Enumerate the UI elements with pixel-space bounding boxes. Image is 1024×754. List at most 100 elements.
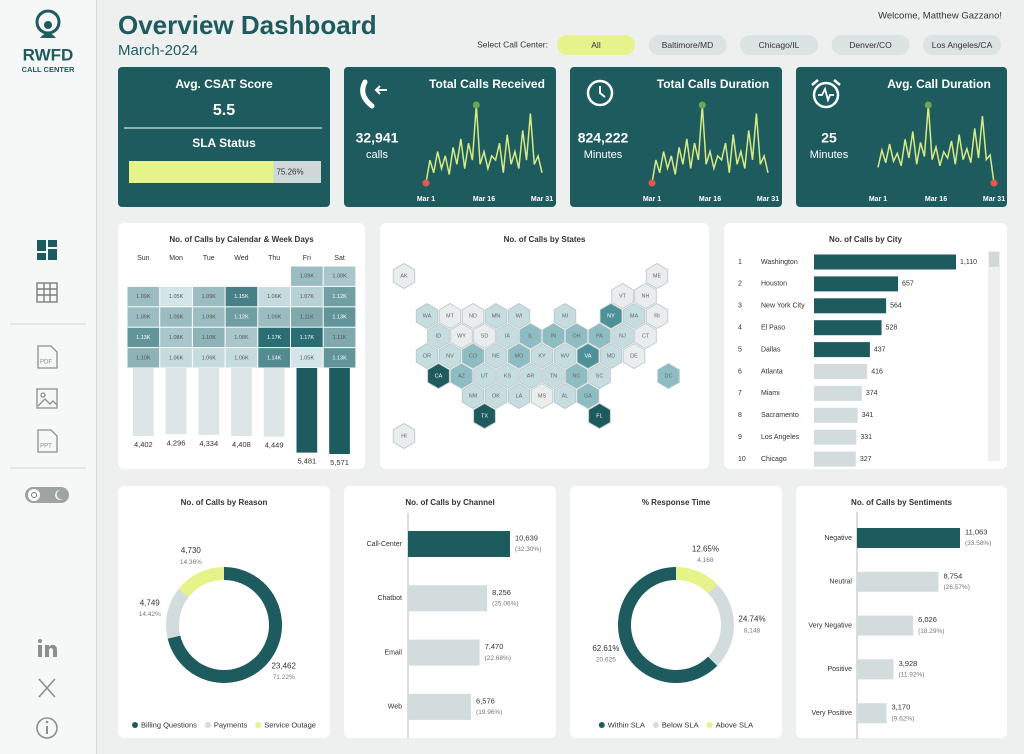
total-bar [133, 368, 154, 436]
day-label: Thu [268, 255, 280, 262]
state-hex [622, 343, 646, 369]
filter-button-label[interactable]: Los Angeles/CA [932, 40, 993, 50]
ppt-label[interactable]: PPT [40, 444, 52, 450]
page-title: Overview Dashboard [118, 10, 377, 40]
heat-cell [225, 348, 258, 368]
x-tick-label: Mar 16 [699, 196, 721, 203]
state-label: DE [630, 353, 638, 359]
state-hex [427, 323, 450, 349]
pdf-label[interactable]: PDF [40, 360, 52, 366]
theme-toggle[interactable] [25, 487, 69, 503]
total-label: 4,408 [232, 440, 251, 449]
filter-label: Select Call Center: [477, 39, 548, 49]
state-label: SC [596, 373, 604, 379]
x-tick-label: Mar 1 [643, 196, 661, 203]
category-label: Miami [761, 390, 780, 397]
state-hex [507, 303, 531, 329]
legend-swatch [132, 722, 138, 728]
state-label: HI [401, 433, 407, 439]
value-label: 416 [871, 368, 883, 375]
info-button[interactable] [36, 717, 58, 739]
filter-button-label[interactable]: All [591, 40, 601, 50]
table-nav-button[interactable] [36, 282, 58, 303]
scrollbar-thumb[interactable] [989, 252, 999, 267]
dashboard-nav-button[interactable] [37, 240, 57, 260]
rank-label: 4 [738, 325, 742, 332]
state-hex [392, 423, 416, 449]
state-hex [484, 303, 508, 329]
cell-label: 1.07K [300, 294, 315, 300]
clock-hands [599, 86, 606, 98]
filter-button[interactable] [740, 35, 818, 55]
filter-button[interactable] [831, 35, 910, 55]
ppt-export-button[interactable]: PPT [37, 429, 58, 453]
state-label: GA [584, 393, 592, 399]
bar [857, 703, 887, 724]
bar [814, 298, 887, 314]
scrollbar[interactable] [988, 251, 1000, 461]
state-hex [611, 323, 634, 349]
cell-label: 1.06K [169, 355, 184, 361]
filter-button[interactable] [557, 35, 635, 55]
filter-button-label[interactable]: Baltimore/MD [662, 40, 713, 50]
filter-button[interactable] [923, 35, 1001, 55]
x-tick-label: Mar 1 [417, 196, 435, 203]
state-label: NM [469, 393, 478, 399]
chart-panel [796, 486, 1007, 738]
heat-cell [127, 348, 160, 368]
logo-subtext: CALL CENTER [22, 65, 75, 74]
heat-cell [160, 286, 192, 307]
state-hex [484, 343, 508, 369]
chart-title: No. of Calls by Sentiments [851, 498, 952, 507]
max-point [924, 101, 932, 109]
x-link[interactable] [38, 678, 56, 698]
value-label: 327 [860, 456, 872, 463]
value-label: 11,063 [965, 527, 987, 536]
filter-button-label[interactable]: Denver/CO [849, 40, 892, 50]
rank-label: 1 [738, 259, 742, 266]
cell-label: 1.13K [136, 335, 151, 341]
min-point [648, 179, 656, 187]
percent-label: (22.68%) [485, 655, 511, 662]
state-hex [599, 343, 623, 369]
value-label: 341 [862, 412, 874, 419]
pulse-icon [818, 86, 834, 103]
linkedin-link[interactable] [38, 639, 57, 657]
rank-label: 7 [738, 390, 742, 397]
heat-cell [160, 348, 192, 368]
total-label: 4,449 [265, 441, 284, 450]
cell-label: 1.06K [234, 355, 249, 361]
state-label: MA [630, 313, 639, 319]
percent-label: 14.42% [139, 611, 161, 618]
category-label: Call-Center [367, 541, 403, 548]
state-hex [553, 383, 577, 409]
heat-cell [192, 348, 225, 368]
state-label: OR [423, 353, 431, 359]
percent-label: (33.58%) [965, 540, 991, 547]
percent-label: 62.61% [592, 644, 619, 653]
value-label: 4,730 [181, 546, 202, 555]
state-label: CO [469, 353, 478, 359]
state-label: CT [642, 333, 650, 339]
heat-cell [225, 327, 258, 348]
value-label: 20,625 [596, 657, 616, 664]
logo-text: RWFD [23, 45, 74, 64]
state-label: OH [572, 333, 580, 339]
pdf-export-button[interactable]: PDF [37, 345, 58, 369]
state-hex [530, 383, 554, 409]
state-hex [438, 303, 462, 329]
percent-label: (9.62%) [892, 715, 915, 722]
image-export-button[interactable] [36, 388, 58, 409]
day-label: Wed [234, 255, 248, 262]
heat-cell [291, 307, 323, 327]
state-hex [634, 323, 657, 349]
state-label: SD [481, 333, 489, 339]
total-label: 5,481 [297, 457, 316, 466]
chart-title: No. of Calls by Calendar & Week Days [169, 235, 314, 244]
chart-title: % Response Time [642, 498, 711, 507]
cell-label: 1.09K [169, 314, 184, 320]
filter-button[interactable] [648, 35, 727, 55]
filter-button-label[interactable]: Chicago/IL [759, 40, 800, 50]
state-hex [484, 383, 508, 409]
